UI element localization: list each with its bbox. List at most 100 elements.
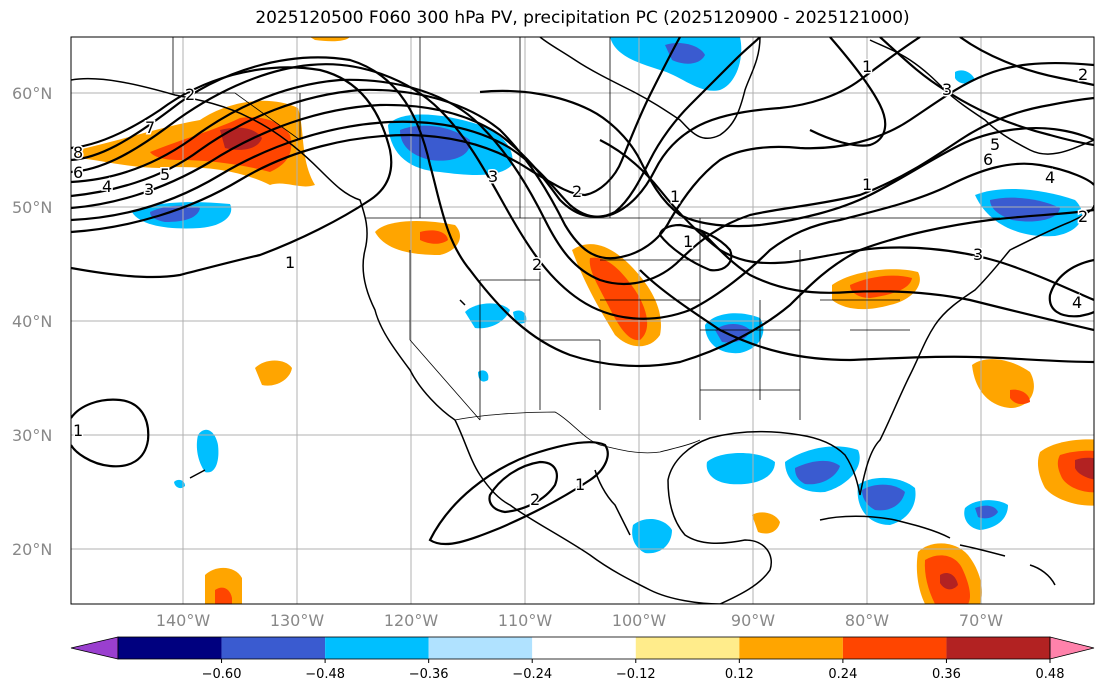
contour-label: 6 [983, 150, 993, 169]
contour-label: 1 [670, 187, 680, 206]
contour-label: 4 [1045, 168, 1055, 187]
colorbar: −0.60 −0.48 −0.36 −0.24 −0.12 0.12 0.24 0.36 0.4… [70, 636, 1095, 682]
colorbar-extend-low [70, 636, 119, 660]
precip-anomaly-negative [196, 429, 219, 473]
contour-label: 1 [683, 232, 693, 251]
pv-contour [71, 37, 921, 218]
precip-anomaly-negative [795, 460, 840, 485]
precip-anomaly-negative [610, 37, 742, 91]
pv-contour [71, 37, 761, 222]
contour-label: 5 [160, 165, 170, 184]
pv-contour [71, 63, 1094, 320]
contour-label: 2 [530, 490, 540, 509]
lon-label: 90°W [731, 611, 775, 630]
lon-label: 110°W [498, 611, 553, 630]
contour-label: 4 [1072, 293, 1082, 312]
pv-contour [71, 56, 1094, 368]
pv-contour [959, 37, 1094, 87]
colorbar-swatch [532, 637, 636, 659]
precip-anomaly-positive [375, 220, 460, 255]
precip-anomaly-positive [205, 567, 242, 604]
colorbar-tick-label: −0.36 [409, 667, 449, 682]
pv-contour [71, 398, 150, 468]
lat-label: 30°N [12, 426, 52, 445]
colorbar-swatch [842, 637, 947, 659]
precip-anomaly-negative [706, 453, 775, 485]
lon-label: 70°W [959, 611, 1003, 630]
contour-label: 3 [973, 245, 983, 264]
lat-label: 60°N [12, 84, 52, 103]
colorbar-swatch [428, 637, 533, 659]
map-title: 2025120500 F060 300 hPa PV, precipitatio… [255, 8, 910, 28]
precip-anomaly-negative [150, 205, 200, 222]
coastlines [71, 37, 1094, 604]
colorbar-tick-label: 0.36 [932, 667, 961, 682]
precip-anomaly-negative [478, 370, 489, 382]
precip-anomaly-positive [220, 127, 262, 150]
contour-label: 1 [73, 421, 83, 440]
precip-anomaly-positive [255, 360, 292, 386]
contour-label: 3 [942, 80, 952, 99]
pv-contours [71, 37, 1094, 546]
colorbar-swatch [946, 637, 1050, 659]
latitude-labels: 60°N 50°N 40°N 30°N 20°N [12, 84, 52, 559]
precip-anomaly-positive [1075, 457, 1094, 480]
precip-anomaly-negative [955, 70, 975, 84]
lon-label: 130°W [270, 611, 325, 630]
contour-label: 2 [185, 85, 195, 104]
pv-contour [428, 441, 609, 546]
colorbar-tick-label: 0.12 [725, 667, 754, 682]
colorbar-swatch [739, 637, 843, 659]
precip-anomaly-positive [310, 37, 350, 42]
longitude-labels: 140°W 130°W 120°W 110°W 100°W 90°W 80°W … [156, 611, 1003, 630]
colorbar-swatch [118, 637, 222, 659]
colorbar-tick-label: 0.24 [828, 667, 857, 682]
contour-label: 2 [572, 182, 582, 201]
pv-contour [71, 61, 1094, 260]
contour-label: 3 [144, 180, 154, 199]
pv-contour [809, 37, 887, 147]
precip-anomaly-positive [589, 257, 648, 341]
lon-label: 120°W [384, 611, 439, 630]
pv-contour [71, 37, 681, 234]
contour-label: 2 [1078, 207, 1088, 226]
contour-label: 6 [73, 163, 83, 182]
precip-anomaly-negative [174, 479, 185, 489]
colorbar-swatch [221, 637, 326, 659]
pv-contour [658, 223, 733, 272]
precip-anomaly-positive [150, 117, 292, 172]
contour-label: 3 [488, 167, 498, 186]
contour-label: 1 [575, 475, 585, 494]
graticule [71, 37, 1094, 604]
colorbar-tick-label: −0.24 [512, 667, 552, 682]
contour-label: 4 [102, 177, 112, 196]
colorbar-tick-label: −0.12 [616, 667, 656, 682]
contour-label: 2 [1078, 65, 1088, 84]
contour-label: 2 [532, 255, 542, 274]
colorbar-swatch [635, 637, 740, 659]
precip-anomaly-positive [940, 573, 958, 590]
contour-label: 5 [990, 135, 1000, 154]
contour-label: 1 [862, 57, 872, 76]
lat-label: 50°N [12, 198, 52, 217]
lat-label: 40°N [12, 312, 52, 331]
pv-contour [639, 269, 1094, 364]
contour-labels: 8 7 6 5 4 3 2 1 1 1 2 3 2 1 1 2 3 4 5 6 … [72, 56, 1090, 511]
precip-anomaly-positive [420, 230, 448, 244]
pv-contour [488, 460, 558, 514]
precip-anomaly-positive [1010, 389, 1030, 405]
precip-anomaly-negative [862, 484, 905, 511]
pv-contour [1048, 258, 1094, 318]
colorbar-tick-label: 0.48 [1036, 667, 1065, 682]
contour-label: 1 [862, 175, 872, 194]
precip-anomaly-negative [632, 518, 672, 554]
map-frame [70, 36, 1095, 605]
contour-label: 7 [145, 118, 155, 137]
precip-anomaly-negative [513, 310, 527, 324]
lon-label: 140°W [156, 611, 211, 630]
pv-contour [479, 89, 1094, 228]
precip-anomaly-negative [465, 303, 510, 329]
contour-label: 1 [285, 253, 295, 272]
colorbar-tick-label: −0.60 [202, 667, 242, 682]
pv-contour [699, 229, 1094, 332]
